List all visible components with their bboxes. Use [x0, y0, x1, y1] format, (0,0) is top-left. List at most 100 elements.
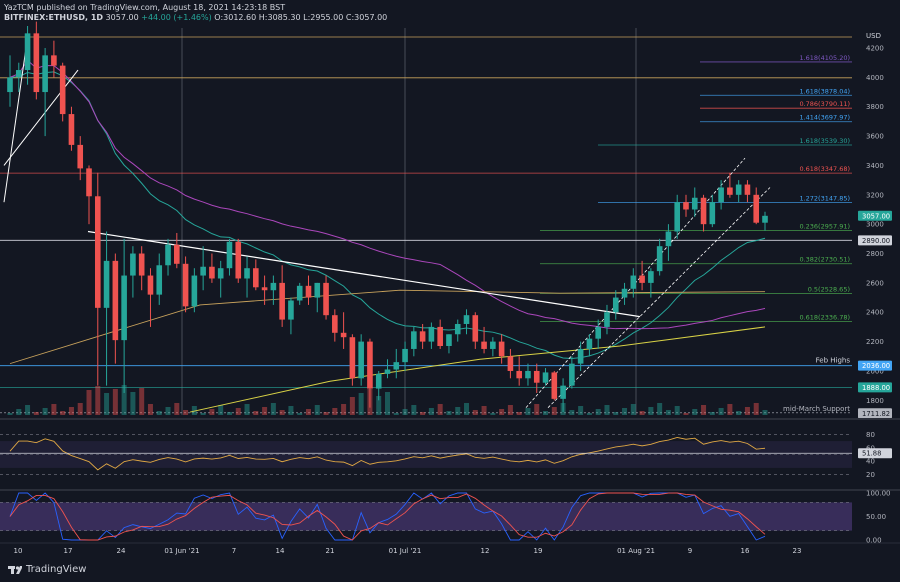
price-tag [858, 235, 892, 246]
candle-body [51, 55, 57, 66]
volume-bar [95, 386, 101, 415]
volume-bar [253, 411, 259, 415]
rsi-line [9, 437, 766, 471]
volume-bar [709, 412, 715, 415]
candle-body [261, 287, 268, 291]
candle-body [428, 326, 435, 342]
candle-body [630, 275, 637, 289]
volume-bar [692, 409, 698, 415]
volume-bar [270, 403, 276, 415]
volume-bar [86, 390, 92, 415]
candle-body [279, 282, 285, 320]
fib-level-label: 1.618(3539.30) [799, 137, 850, 145]
volume-bar [235, 408, 241, 415]
volume-bar [701, 405, 707, 415]
candle-body [612, 297, 619, 313]
candle-body [86, 168, 92, 197]
volume-bar [622, 408, 628, 415]
volume-bar [551, 407, 557, 415]
volume-bar [139, 388, 145, 415]
annotation-mid-march-support: mid-March Support [783, 405, 850, 413]
publish-info: YazTCM published on TradingView.com, Aug… [4, 3, 286, 12]
candle-body [595, 326, 601, 339]
candle-body [288, 300, 294, 320]
volume-bar [121, 385, 127, 415]
volume-bar [490, 413, 496, 415]
candle-body [340, 332, 347, 338]
x-tick-label: 12 [481, 547, 490, 555]
candle-body [674, 202, 681, 232]
annotation-feb-highs: Feb Highs [816, 357, 851, 365]
candle-body [332, 315, 338, 333]
candle-body [68, 114, 75, 145]
descending-trendline [87, 230, 641, 318]
volume-bar [393, 413, 399, 415]
volume-bar [191, 406, 197, 415]
candle-body [621, 288, 628, 298]
volume-bar [411, 405, 417, 415]
candle-body [393, 362, 400, 370]
candle-body [481, 341, 487, 349]
stoch-tick-label: 0.00 [866, 537, 882, 545]
candle-body [7, 77, 13, 93]
volume-bar [674, 406, 680, 415]
volume-bar [534, 404, 540, 415]
candle-body [156, 265, 163, 295]
main-pane [0, 24, 900, 419]
fib-level-label: 1.272(3147.85) [799, 194, 850, 202]
candle-body [112, 260, 119, 341]
candle-body [94, 196, 101, 308]
volume-bar [358, 393, 364, 415]
candle-body [586, 338, 593, 349]
x-tick-label: 7 [232, 547, 236, 555]
volume-bar [630, 404, 636, 415]
volume-bar [130, 392, 136, 415]
candle-body [42, 55, 48, 93]
y-tick-label: 2600 [866, 279, 884, 287]
candle-body [753, 194, 760, 223]
volume-bar [262, 407, 268, 415]
candle-body [744, 184, 751, 195]
symbol-label: BITFINEX:ETHUSD, 1D [4, 13, 104, 22]
volume-bar [279, 410, 285, 415]
fib-level-label: 1.414(3697.97) [799, 114, 850, 122]
candle-body [24, 33, 31, 71]
y-tick-label: 2400 [866, 309, 884, 317]
volume-bar [305, 409, 311, 415]
volume-bar [112, 389, 118, 415]
volume-bar [586, 413, 592, 415]
footer[interactable]: TradingView [8, 564, 86, 575]
price-tag-label: 2890.00 [862, 237, 890, 245]
volume-bar [7, 413, 13, 415]
fib-level-label: 1.618(4105.20) [799, 54, 850, 62]
volume-bar [104, 393, 110, 415]
candle-body [762, 215, 768, 223]
candle-body [604, 312, 610, 327]
volume-bar [218, 405, 224, 415]
y-tick-label: 4000 [866, 74, 884, 82]
candle-body [411, 331, 417, 349]
candle-body [235, 241, 242, 279]
candle-body [709, 202, 716, 225]
candle-body [516, 370, 522, 379]
volume-bar [428, 408, 434, 415]
ohlc-values: O:3012.60 H:3085.30 L:2955.00 C:3057.00 [214, 13, 388, 22]
rsi-value-tag [858, 448, 892, 459]
candle-body [648, 271, 654, 283]
candle-body [490, 341, 496, 349]
fib-level-label: 0.618(2336.78) [799, 314, 850, 322]
candle-body [727, 187, 733, 195]
x-tick-label: 01 Aug '21 [617, 547, 655, 555]
x-tick-label: 21 [326, 547, 335, 555]
candle-body [446, 334, 452, 347]
volume-bar [420, 412, 426, 415]
y-tick-label: 2800 [866, 250, 884, 258]
candle-body [77, 144, 84, 169]
candle-body [182, 263, 189, 307]
volume-bar [25, 405, 31, 415]
x-tick-label: 01 Jul '21 [389, 547, 422, 555]
volume-bar [147, 404, 153, 415]
volume-bar [753, 403, 759, 415]
candle-body [165, 244, 171, 266]
